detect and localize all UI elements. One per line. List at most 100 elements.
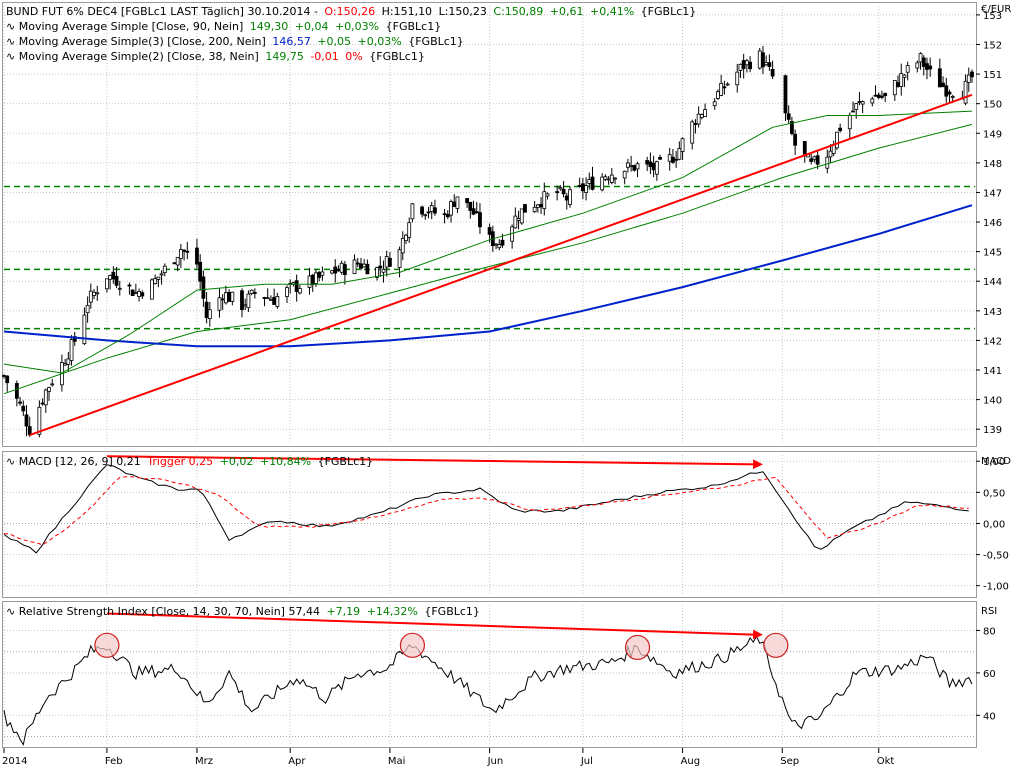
candle[interactable] (252, 288, 257, 299)
ma38-line[interactable] (3, 110, 973, 374)
candle[interactable] (513, 207, 518, 229)
candle[interactable] (240, 288, 244, 318)
candle[interactable] (140, 290, 145, 300)
candle[interactable] (825, 149, 830, 174)
candle[interactable] (603, 174, 608, 182)
candle[interactable] (838, 123, 843, 133)
candle[interactable] (600, 173, 605, 192)
candle[interactable] (921, 55, 926, 76)
candle[interactable] (761, 46, 765, 75)
rsi-peak-circle[interactable] (624, 634, 651, 661)
candle[interactable] (72, 331, 77, 346)
candle[interactable] (381, 260, 386, 283)
candle[interactable] (654, 160, 659, 181)
candle[interactable] (523, 204, 527, 213)
candle[interactable] (207, 301, 212, 327)
candle[interactable] (195, 238, 199, 269)
candle[interactable] (449, 199, 453, 223)
candle[interactable] (854, 102, 859, 119)
candle[interactable] (297, 285, 302, 295)
trigger-line[interactable] (3, 476, 969, 546)
candle[interactable] (793, 129, 798, 156)
candle[interactable] (198, 254, 203, 291)
rsi-divergence-arrow[interactable] (106, 612, 763, 640)
candle[interactable] (433, 199, 437, 216)
candle[interactable] (944, 77, 949, 103)
candle[interactable] (815, 150, 820, 170)
candle[interactable] (941, 76, 945, 88)
candle[interactable] (680, 137, 685, 160)
candle[interactable] (712, 98, 717, 110)
candle[interactable] (584, 177, 588, 201)
rsi-line[interactable] (3, 635, 973, 747)
candle[interactable] (725, 82, 730, 87)
candle[interactable] (230, 291, 235, 306)
candle[interactable] (88, 283, 93, 309)
candle[interactable] (828, 144, 833, 163)
candle[interactable] (947, 89, 952, 104)
candle[interactable] (407, 217, 412, 243)
candle[interactable] (966, 67, 971, 92)
candle[interactable] (558, 185, 563, 191)
candle[interactable] (182, 249, 186, 261)
candle[interactable] (613, 177, 617, 185)
candle[interactable] (937, 58, 942, 88)
candle[interactable] (892, 80, 897, 102)
divergence-arrows[interactable] (106, 455, 763, 640)
candle[interactable] (674, 150, 679, 168)
candle[interactable] (928, 57, 933, 77)
candle[interactable] (677, 141, 682, 161)
ma200-line[interactable] (3, 204, 973, 348)
candle[interactable] (880, 90, 884, 100)
candle[interactable] (783, 74, 788, 121)
rsi-peak-circles[interactable] (94, 632, 789, 661)
candle[interactable] (5, 375, 10, 392)
macd-lines[interactable] (3, 464, 975, 554)
candle[interactable] (378, 256, 383, 277)
candle[interactable] (870, 96, 875, 107)
candle[interactable] (175, 257, 180, 272)
candle[interactable] (902, 74, 907, 87)
candle[interactable] (275, 292, 280, 309)
moving-average-lines[interactable] (3, 110, 973, 395)
candle[interactable] (150, 278, 154, 300)
candle[interactable] (835, 131, 839, 150)
candle[interactable] (388, 251, 392, 268)
candle[interactable] (246, 290, 251, 313)
ma90-line[interactable] (3, 123, 973, 395)
candle[interactable] (50, 379, 55, 387)
candle[interactable] (43, 388, 48, 413)
candle[interactable] (809, 153, 814, 165)
macd-line[interactable] (3, 464, 969, 554)
candle[interactable] (478, 203, 482, 234)
candle[interactable] (719, 74, 724, 97)
candle[interactable] (47, 386, 51, 401)
candle[interactable] (542, 182, 547, 216)
candle[interactable] (905, 61, 910, 81)
candle[interactable] (802, 141, 807, 163)
candle[interactable] (294, 274, 299, 302)
candle[interactable] (185, 241, 190, 260)
candle[interactable] (532, 201, 537, 213)
candle[interactable] (474, 201, 479, 214)
candle[interactable] (342, 260, 347, 285)
rsi-peak-circle[interactable] (399, 632, 426, 658)
candle[interactable] (590, 166, 595, 191)
candle[interactable] (375, 266, 379, 281)
candle[interactable] (950, 94, 955, 102)
candle[interactable] (265, 288, 270, 300)
candle[interactable] (703, 103, 707, 118)
candle[interactable] (786, 105, 791, 124)
candle[interactable] (860, 100, 865, 114)
candle[interactable] (410, 202, 415, 223)
candle[interactable] (111, 266, 116, 284)
candle[interactable] (622, 170, 627, 185)
candle[interactable] (420, 205, 424, 218)
candle[interactable] (18, 396, 22, 406)
macd-divergence-arrow[interactable] (106, 455, 763, 469)
candle[interactable] (249, 289, 254, 296)
candle[interactable] (24, 405, 29, 437)
candle[interactable] (883, 92, 888, 103)
candle[interactable] (561, 181, 566, 198)
candle[interactable] (423, 213, 428, 220)
